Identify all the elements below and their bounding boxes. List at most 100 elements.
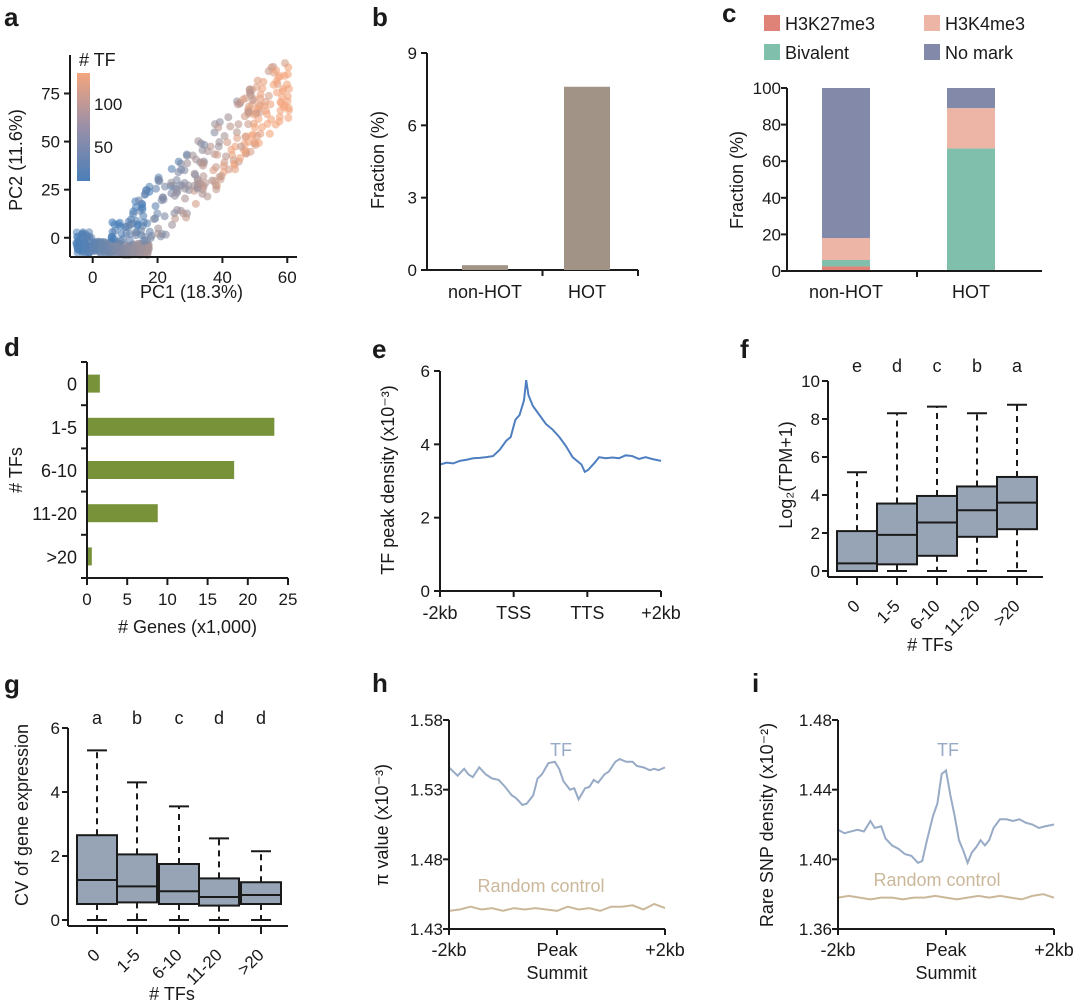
scatter-point	[131, 228, 140, 237]
scatter-point	[258, 123, 267, 132]
panel-label-a: a	[4, 2, 19, 32]
legend-label: Bivalent	[785, 43, 849, 63]
x-axis-label: Summit	[915, 963, 976, 983]
scatter-point	[216, 175, 225, 184]
x-tick-label: 1-5	[113, 945, 144, 976]
scatter-point	[171, 214, 180, 223]
scatter-point	[233, 100, 242, 109]
y-tick-label: 2	[811, 524, 820, 543]
scatter-point	[233, 134, 242, 143]
scatter-point	[224, 113, 233, 122]
y-tick-label: 1.36	[799, 920, 832, 939]
scatter-point	[154, 224, 163, 233]
stacked-bar-segment	[822, 238, 870, 261]
legend-label: H3K27me3	[785, 14, 875, 34]
scatter-point	[242, 132, 251, 141]
scatter-point	[155, 176, 164, 185]
y-tick-label: 6	[408, 116, 417, 135]
significance-letter: b	[132, 708, 142, 728]
bar	[462, 265, 508, 270]
y-tick-label: 0	[408, 261, 417, 280]
scatter-point	[284, 103, 293, 112]
y-tick-label: 0	[51, 911, 60, 930]
legend-swatch	[764, 15, 780, 31]
scatter-point	[141, 186, 150, 195]
significance-letter: a	[1012, 356, 1023, 376]
x-tick-label: TTS	[570, 603, 604, 623]
y-axis-label: PC2 (11.6%)	[6, 109, 26, 211]
scatter-point	[210, 177, 219, 186]
scatter-point	[251, 138, 260, 147]
scatter-point	[253, 76, 262, 85]
stacked-bar-segment	[822, 260, 870, 267]
series-annotation-random-control: Random control	[873, 870, 1000, 890]
scatter-point	[237, 142, 246, 151]
y-tick-label: 0	[421, 582, 430, 601]
x-tick-label: +2kb	[641, 603, 681, 623]
scatter-point	[82, 248, 91, 257]
scatter-point	[214, 123, 223, 132]
y-tick-label: 1.48	[410, 850, 443, 869]
significance-letter: e	[852, 356, 862, 376]
legend-swatch	[924, 44, 940, 60]
panel-label-f: f	[740, 334, 749, 364]
stacked-bar-segment	[947, 88, 995, 109]
x-axis-label: PC1 (18.3%)	[140, 282, 243, 302]
x-tick-label: 6-10	[148, 945, 185, 982]
y-tick-label: 6	[421, 362, 430, 381]
y-tick-label: 2	[421, 509, 430, 528]
bar	[87, 374, 100, 393]
scatter-point	[198, 161, 207, 170]
scatter-point	[114, 245, 123, 254]
legend-label: No mark	[945, 43, 1014, 63]
x-tick-label: 11-20	[183, 945, 226, 988]
scatter-point	[72, 228, 81, 237]
y-tick-label: 6	[51, 719, 60, 738]
scatter-point	[129, 248, 138, 257]
scatter-point	[142, 236, 151, 245]
scatter-point	[231, 165, 240, 174]
x-tick-label: 25	[279, 590, 298, 609]
y-tick-label: 1.44	[799, 781, 832, 800]
x-tick-label: 0	[82, 590, 91, 609]
scatter-point	[221, 152, 230, 161]
panel-label-d: d	[4, 332, 20, 362]
y-axis-label: # TFs	[6, 447, 26, 493]
y-tick-label: 10	[801, 372, 820, 391]
series-annotation-tf: TF	[937, 740, 959, 760]
x-tick-label: non-HOT	[809, 282, 883, 302]
line-random-control	[448, 902, 666, 912]
box	[76, 834, 118, 906]
y-tick-label: 4	[811, 486, 820, 505]
scatter-point	[272, 77, 281, 86]
y-tick-label: 0	[811, 562, 820, 581]
bar	[87, 504, 158, 523]
scatter-point	[183, 159, 192, 168]
y-axis-label: Rare SNP density (x10⁻²)	[757, 723, 777, 927]
x-axis-label: Summit	[526, 963, 587, 983]
y-tick-label: 9	[408, 44, 417, 63]
y-tick-label: 1.43	[410, 920, 443, 939]
panel-label-c: c	[722, 0, 736, 28]
x-tick-label: 10	[158, 590, 177, 609]
scatter-point	[182, 150, 191, 159]
box	[116, 853, 158, 904]
box	[916, 494, 958, 557]
stacked-bar-segment	[947, 148, 995, 271]
significance-letter: c	[933, 356, 942, 376]
scatter-point	[226, 122, 235, 131]
x-tick-label: 40	[213, 268, 232, 287]
y-tick-label: 6	[811, 448, 820, 467]
x-tick-label: HOT	[952, 282, 990, 302]
significance-letter: b	[972, 356, 982, 376]
x-axis-label: # TFs	[149, 984, 195, 1004]
x-tick-label: -2kb	[820, 940, 855, 960]
scatter-point	[98, 241, 107, 250]
scatter-point	[223, 138, 232, 147]
scatter-point	[117, 229, 126, 238]
x-tick-label: +2kb	[645, 940, 685, 960]
scatter-point	[89, 247, 98, 256]
stacked-bar-segment	[947, 108, 995, 149]
y-tick-label: 4	[51, 783, 60, 802]
scatter-point	[200, 140, 209, 149]
